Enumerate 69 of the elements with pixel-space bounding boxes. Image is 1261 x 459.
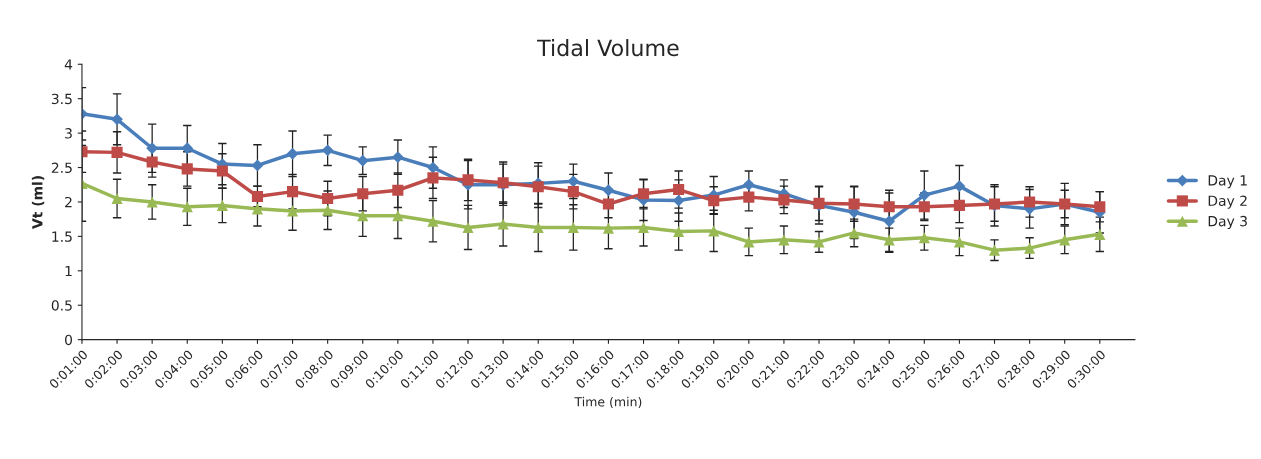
y-tick-label: 3 xyxy=(65,128,72,139)
y-tick-label: 1 xyxy=(65,265,72,277)
x-axis-title: Time (min) xyxy=(574,396,642,409)
point xyxy=(673,226,685,238)
point xyxy=(602,222,614,234)
point xyxy=(1024,196,1036,208)
point xyxy=(532,221,544,233)
point xyxy=(392,184,404,196)
point xyxy=(1094,201,1106,213)
point xyxy=(146,156,158,168)
legend-label: Day 2 xyxy=(1208,195,1247,209)
point xyxy=(216,165,228,177)
point xyxy=(918,189,931,201)
point xyxy=(778,234,790,246)
point xyxy=(497,218,509,230)
point xyxy=(356,154,369,167)
point xyxy=(848,198,860,210)
y-tick-label: 3.5 xyxy=(51,93,72,105)
point xyxy=(673,184,685,196)
point xyxy=(1024,242,1036,254)
point xyxy=(111,192,123,205)
point xyxy=(567,221,579,233)
point xyxy=(637,221,650,233)
point xyxy=(427,161,439,174)
legend-label: Day 3 xyxy=(1208,215,1247,230)
point xyxy=(251,203,264,215)
point xyxy=(216,199,228,211)
point xyxy=(251,190,264,203)
point xyxy=(883,215,896,228)
y-tick-label: 2.5 xyxy=(51,162,72,174)
point xyxy=(287,205,299,217)
point xyxy=(427,215,439,227)
point xyxy=(1094,228,1106,240)
point xyxy=(287,186,299,198)
point xyxy=(953,180,966,193)
point xyxy=(462,174,474,186)
point xyxy=(181,163,193,175)
point xyxy=(918,201,930,213)
y-tick-label: 1.5 xyxy=(52,231,72,242)
point xyxy=(427,172,439,184)
point xyxy=(602,184,615,197)
y-tick-label: 4 xyxy=(64,59,73,70)
point xyxy=(602,198,614,210)
point xyxy=(532,181,544,193)
point xyxy=(953,199,965,211)
point xyxy=(111,146,123,158)
point xyxy=(462,221,474,233)
y-tick-label: 0.5 xyxy=(51,300,72,311)
point xyxy=(743,191,755,203)
point xyxy=(883,201,895,213)
point xyxy=(813,236,825,248)
point xyxy=(637,188,650,200)
point xyxy=(708,195,720,207)
y-axis-title: Vt (ml) xyxy=(31,176,45,229)
point xyxy=(181,142,194,155)
point xyxy=(742,178,755,191)
y-tick-label: 0 xyxy=(65,334,73,346)
point xyxy=(357,210,369,222)
y-tick-label: 2 xyxy=(65,196,72,208)
legend-label: Day 1 xyxy=(1208,175,1247,189)
chart-title: Tidal Volume xyxy=(537,39,679,57)
point xyxy=(778,194,790,206)
point xyxy=(322,204,334,216)
point xyxy=(988,244,1001,256)
point xyxy=(111,113,123,126)
point xyxy=(357,188,369,200)
point xyxy=(322,192,334,205)
point xyxy=(567,186,579,198)
point xyxy=(146,196,158,208)
